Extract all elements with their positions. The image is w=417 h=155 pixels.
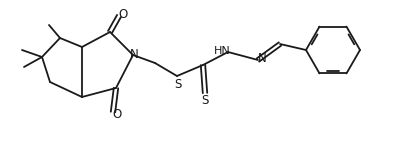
Text: N: N <box>130 49 138 62</box>
Text: N: N <box>258 51 266 64</box>
Text: S: S <box>201 95 208 108</box>
Text: O: O <box>112 108 122 120</box>
Text: S: S <box>174 78 182 91</box>
Text: O: O <box>118 9 128 22</box>
Text: HN: HN <box>214 46 230 56</box>
